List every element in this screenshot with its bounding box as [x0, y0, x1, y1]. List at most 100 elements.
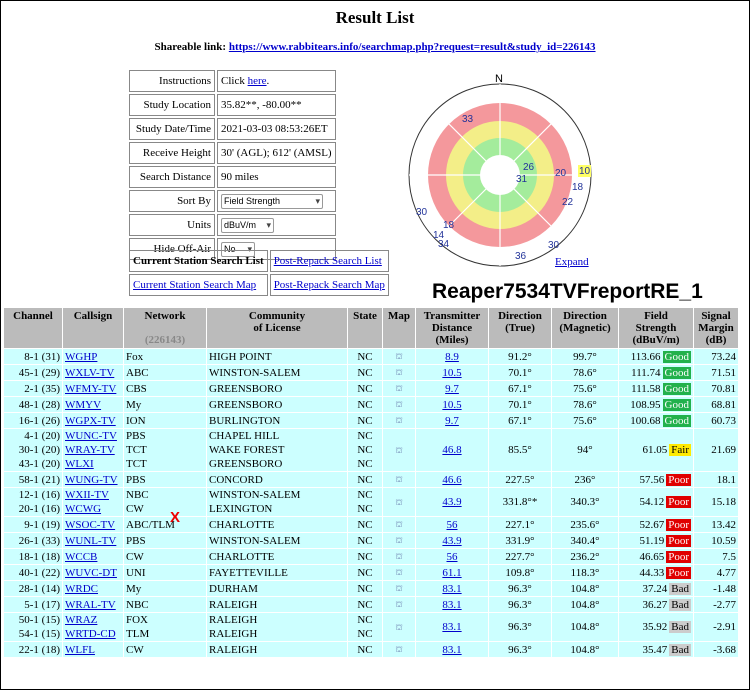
callsign-link[interactable]: WCCB: [62, 548, 124, 565]
callsign-link-value[interactable]: WMYV: [65, 398, 102, 411]
radar-label[interactable]: 10: [579, 166, 591, 177]
callsign-link[interactable]: WFMY-TV: [62, 380, 124, 397]
map-icon[interactable]: ⛫: [395, 368, 403, 377]
distance-link-value[interactable]: 43.9: [442, 534, 462, 547]
callsign-link[interactable]: WUVC-DT: [62, 564, 124, 581]
callsign-link-value[interactable]: WRAY-TV: [65, 444, 115, 456]
distance-link[interactable]: 9.7: [415, 412, 489, 429]
radar-label[interactable]: 22: [562, 197, 574, 208]
distance-link-value[interactable]: 83.1: [442, 582, 462, 595]
radar-label[interactable]: 34: [438, 239, 450, 250]
map-icon[interactable]: ⛫: [395, 520, 403, 529]
distance-link[interactable]: 8.9: [415, 348, 489, 365]
callsign-link-value[interactable]: WCWG: [65, 503, 102, 515]
radar-label[interactable]: 31: [516, 174, 528, 185]
callsign-link-value[interactable]: WRAZ: [65, 614, 98, 626]
distance-link[interactable]: 10.5: [415, 396, 489, 413]
callsign-link-value[interactable]: WUNC-TV: [65, 430, 117, 442]
radar-label[interactable]: 30: [548, 240, 560, 251]
callsign-link-value[interactable]: WSOC-TV: [65, 518, 116, 531]
distance-link[interactable]: 43.9: [415, 532, 489, 549]
sort-by-select[interactable]: Field Strength: [221, 193, 323, 209]
distance-link-value[interactable]: 46.8: [442, 444, 462, 456]
callsign-link-value[interactable]: WCCB: [65, 550, 98, 563]
distance-link-value[interactable]: 83.1: [442, 643, 462, 656]
distance-link-value[interactable]: 56: [446, 550, 458, 563]
distance-link-value[interactable]: 43.9: [442, 496, 462, 508]
distance-link-value[interactable]: 10.5: [442, 366, 462, 379]
map-icon[interactable]: ⛫: [395, 497, 403, 507]
distance-link[interactable]: 61.1: [415, 564, 489, 581]
callsign-link-value[interactable]: WRTD-CD: [65, 628, 116, 640]
callsign-link[interactable]: WUNG-TV: [62, 471, 124, 488]
map-icon[interactable]: ⛫: [395, 536, 403, 545]
callsign-link-value[interactable]: WGHP: [65, 350, 98, 363]
callsign-link-value[interactable]: WFMY-TV: [65, 382, 117, 395]
callsign-link-value[interactable]: WLXI: [65, 458, 94, 470]
distance-link[interactable]: 83.1: [415, 596, 489, 613]
distance-link-value[interactable]: 9.7: [445, 382, 459, 395]
map-icon[interactable]: ⛫: [395, 600, 403, 609]
map-icon[interactable]: ⛫: [395, 568, 403, 577]
callsign-link-value[interactable]: WXII-TV: [65, 489, 109, 501]
radar-label[interactable]: 20: [555, 168, 567, 179]
hide-off-air-select[interactable]: No: [221, 241, 255, 257]
distance-link[interactable]: 46.8: [415, 428, 489, 472]
distance-link-value[interactable]: 8.9: [445, 350, 459, 363]
map-icon[interactable]: ⛫: [395, 552, 403, 561]
current-station-search-map-link[interactable]: Current Station Search Map: [133, 279, 257, 291]
callsign-link-value[interactable]: WLFL: [65, 643, 95, 656]
shareable-link[interactable]: https://www.rabbitears.info/searchmap.ph…: [228, 41, 596, 53]
radar-label[interactable]: 18: [443, 220, 455, 231]
callsign-link[interactable]: WSOC-TV: [62, 516, 124, 533]
callsign-link[interactable]: WMYV: [62, 396, 124, 413]
callsign-link[interactable]: WGHP: [62, 348, 124, 365]
callsign-link-value[interactable]: WXLV-TV: [65, 366, 115, 379]
callsign-link[interactable]: WUNC-TV WRAY-TV WLXI: [62, 428, 124, 472]
signal-radar-plot[interactable]: N 33 26 31 20 10 18 22 30 18 14 34 36 30: [405, 70, 605, 270]
map-icon[interactable]: ⛫: [395, 384, 403, 393]
callsign-link[interactable]: WXII-TV WCWG: [62, 487, 124, 517]
map-icon[interactable]: ⛫: [395, 445, 403, 455]
callsign-link-value[interactable]: WUNL-TV: [65, 534, 117, 547]
expand-link[interactable]: Expand: [555, 256, 589, 268]
distance-link[interactable]: 83.1: [415, 580, 489, 597]
callsign-link-value[interactable]: WGPX-TV: [65, 414, 116, 427]
callsign-link-value[interactable]: WUVC-DT: [65, 566, 117, 579]
radar-label[interactable]: 36: [515, 251, 527, 262]
distance-link-value[interactable]: 83.1: [442, 621, 462, 633]
distance-link[interactable]: 9.7: [415, 380, 489, 397]
distance-link-value[interactable]: 9.7: [445, 414, 459, 427]
callsign-link[interactable]: WXLV-TV: [62, 364, 124, 381]
radar-label[interactable]: 30: [416, 207, 428, 218]
callsign-link[interactable]: WRDC: [62, 580, 124, 597]
callsign-link[interactable]: WRAZ WRTD-CD: [62, 612, 124, 642]
distance-link[interactable]: 56: [415, 548, 489, 565]
distance-link[interactable]: 56: [415, 516, 489, 533]
distance-link[interactable]: 46.6: [415, 471, 489, 488]
callsign-link-value[interactable]: WRDC: [65, 582, 98, 595]
callsign-link[interactable]: WRAL-TV: [62, 596, 124, 613]
callsign-link-value[interactable]: WRAL-TV: [65, 598, 116, 611]
callsign-link[interactable]: WGPX-TV: [62, 412, 124, 429]
instructions-here-link[interactable]: here: [247, 75, 267, 87]
distance-link-value[interactable]: 83.1: [442, 598, 462, 611]
map-icon[interactable]: ⛫: [395, 584, 403, 593]
map-icon[interactable]: ⛫: [395, 475, 403, 484]
radar-label[interactable]: 26: [523, 162, 535, 173]
distance-link[interactable]: 10.5: [415, 364, 489, 381]
post-repack-search-map-link[interactable]: Post-Repack Search Map: [273, 279, 385, 291]
distance-link-value[interactable]: 61.1: [442, 566, 462, 579]
distance-link[interactable]: 83.1: [415, 612, 489, 642]
map-icon[interactable]: ⛫: [395, 645, 403, 654]
radar-label[interactable]: 18: [572, 182, 584, 193]
callsign-link[interactable]: WUNL-TV: [62, 532, 124, 549]
distance-link[interactable]: 83.1: [415, 641, 489, 658]
post-repack-search-list-link[interactable]: Post-Repack Search List: [273, 255, 382, 267]
map-icon[interactable]: ⛫: [395, 622, 403, 632]
map-icon[interactable]: ⛫: [395, 416, 403, 425]
radar-label[interactable]: 14: [433, 230, 445, 241]
distance-link-value[interactable]: 46.6: [442, 473, 462, 486]
map-icon[interactable]: ⛫: [395, 400, 403, 409]
radar-label[interactable]: 33: [462, 114, 474, 125]
